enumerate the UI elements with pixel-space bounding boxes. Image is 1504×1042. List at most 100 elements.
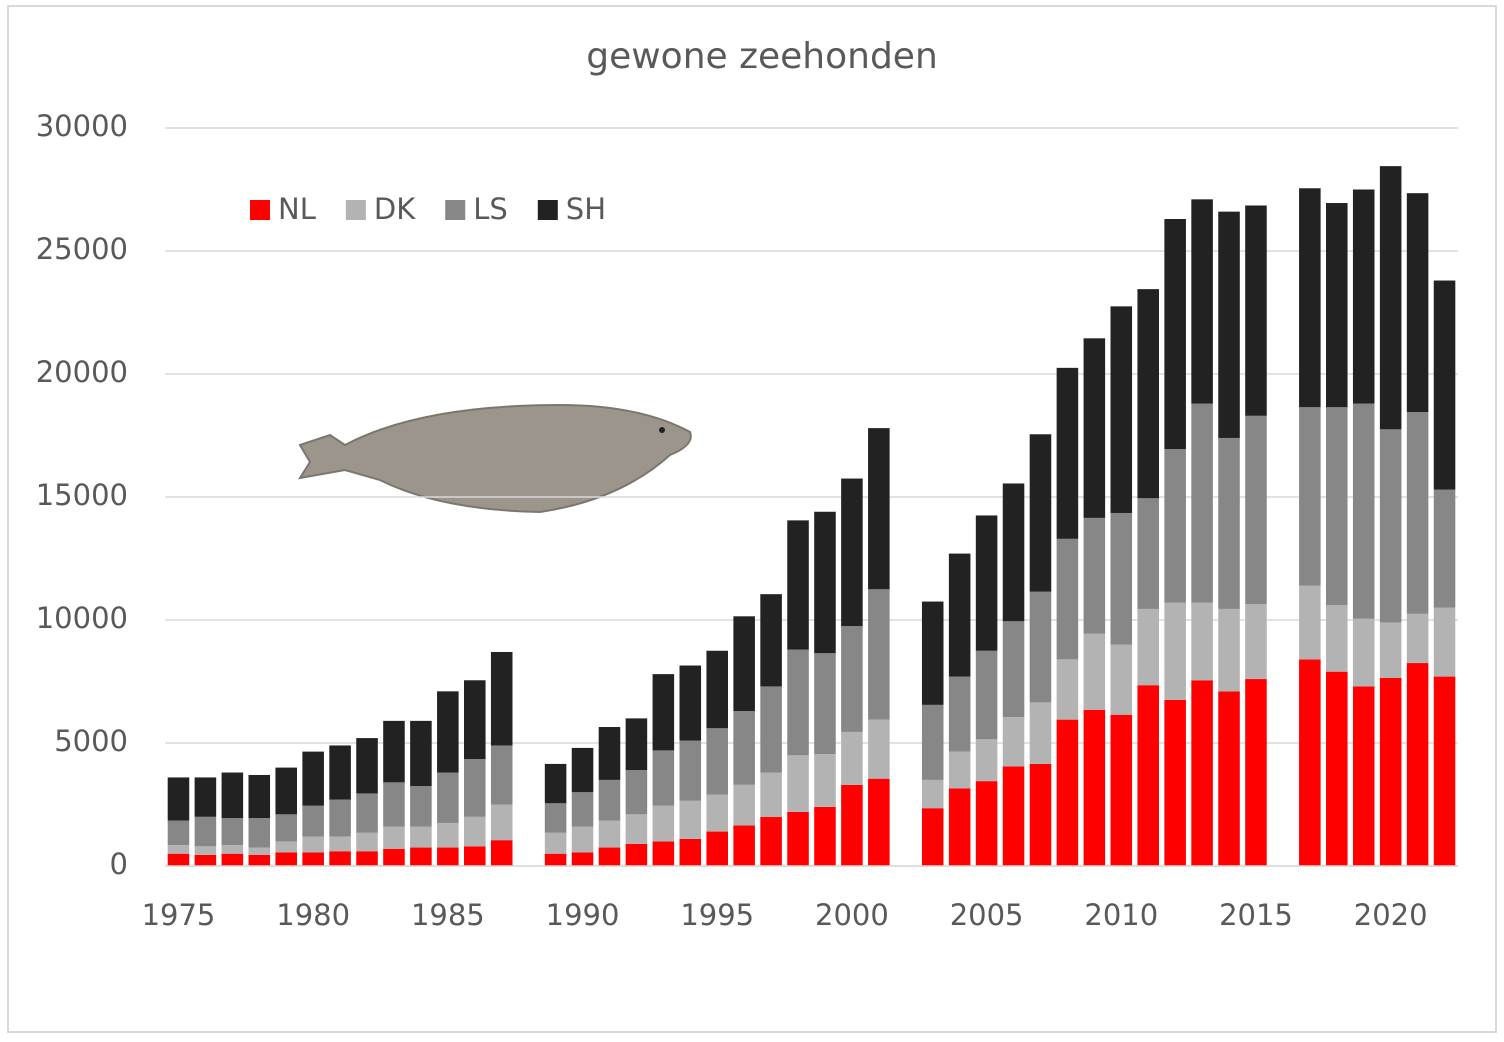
- bar-segment: [1111, 513, 1133, 645]
- y-tick-label: 15000: [36, 478, 128, 512]
- bar-segment: [302, 852, 324, 866]
- bar-segment: [1326, 605, 1348, 671]
- bar-segment: [545, 854, 567, 866]
- bar-segment: [437, 848, 459, 866]
- bar-segment: [329, 800, 351, 837]
- bar-segment: [1434, 608, 1456, 677]
- bar-segment: [1057, 539, 1079, 660]
- bar-segment: [976, 651, 998, 740]
- bar-segment: [680, 666, 702, 741]
- bar-segment: [1380, 622, 1402, 677]
- bar-segment: [275, 768, 297, 815]
- bar-segment: [841, 626, 863, 732]
- bar-segment: [787, 650, 809, 756]
- bar-segment: [976, 781, 998, 866]
- bar-segment: [653, 750, 675, 805]
- bar-segment: [383, 721, 405, 783]
- bar-segment: [1003, 717, 1025, 766]
- x-tick-label: 1995: [680, 898, 754, 932]
- bar-segment: [275, 814, 297, 841]
- bar-segment: [1434, 281, 1456, 490]
- bar-segment: [1003, 483, 1025, 621]
- chart-frame: [8, 6, 1496, 1032]
- bar-segment: [1137, 609, 1159, 685]
- bar-segment: [1407, 412, 1429, 614]
- bar-segment: [572, 748, 594, 792]
- y-tick-label: 20000: [36, 355, 128, 389]
- bar-segment: [1111, 306, 1133, 513]
- bar-segment: [275, 841, 297, 852]
- bar-segment: [599, 727, 621, 780]
- bar-segment: [949, 789, 971, 866]
- bar-segment: [1245, 604, 1267, 679]
- bar-segment: [464, 759, 486, 817]
- bar-segment: [760, 686, 782, 772]
- chart-title: gewone zeehonden: [586, 36, 938, 77]
- bar-segment: [572, 827, 594, 853]
- bar-segment: [437, 773, 459, 823]
- bar-segment: [572, 852, 594, 866]
- x-tick-label: 2005: [950, 898, 1024, 932]
- bar-segment: [1299, 659, 1321, 866]
- chart: gewone zeehonden 05000100001500020000250…: [0, 0, 1504, 1038]
- bar-segment: [1057, 368, 1079, 539]
- x-tick-label: 2010: [1084, 898, 1158, 932]
- bar-segment: [545, 764, 567, 803]
- bar-segment: [760, 817, 782, 866]
- bar-segment: [841, 732, 863, 785]
- bar-segment: [249, 848, 271, 855]
- bar-segment: [383, 849, 405, 866]
- bar-segment: [195, 846, 217, 855]
- bar-segment: [1030, 434, 1052, 591]
- bar-segment: [1353, 404, 1375, 619]
- bar-segment: [976, 739, 998, 781]
- bar-segment: [949, 554, 971, 677]
- bar-segment: [868, 589, 890, 719]
- bar-segment: [1084, 710, 1106, 866]
- bar-segment: [410, 827, 432, 848]
- bar-segment: [195, 777, 217, 816]
- bar-segment: [706, 651, 728, 728]
- bar-segment: [302, 752, 324, 806]
- bar-segment: [1164, 449, 1186, 603]
- bar-segment: [168, 777, 190, 820]
- bar-segment: [491, 652, 513, 745]
- bar-segment: [168, 845, 190, 854]
- x-tick-label: 2020: [1354, 898, 1428, 932]
- bar-segment: [1407, 663, 1429, 866]
- bar-segment: [599, 820, 621, 847]
- bar-segment: [599, 780, 621, 821]
- bar-segment: [1380, 429, 1402, 622]
- bar-segment: [195, 855, 217, 866]
- bar-segment: [922, 705, 944, 780]
- bar-segment: [1353, 686, 1375, 866]
- bar-segment: [1245, 205, 1267, 415]
- bar-segment: [706, 728, 728, 794]
- bar-segment: [1299, 586, 1321, 660]
- bar-segment: [249, 818, 271, 848]
- bar-segment: [626, 770, 648, 814]
- y-tick-label: 30000: [36, 109, 128, 143]
- legend-swatch: [538, 200, 558, 220]
- bar-segment: [814, 653, 836, 754]
- bar-segment: [1191, 603, 1213, 680]
- bar-segment: [653, 841, 675, 866]
- bar-segment: [1137, 498, 1159, 609]
- bar-segment: [680, 801, 702, 839]
- bar-segment: [922, 780, 944, 808]
- bar-segment: [545, 833, 567, 854]
- bar-segment: [680, 839, 702, 866]
- legend-label: DK: [374, 192, 416, 226]
- bar-segment: [706, 795, 728, 832]
- bar-segment: [814, 807, 836, 866]
- bar-segment: [1380, 166, 1402, 429]
- bar-segment: [706, 832, 728, 866]
- bar-segment: [1030, 702, 1052, 764]
- bar-segment: [1164, 219, 1186, 449]
- bar-segment: [302, 836, 324, 852]
- bar-segment: [1218, 438, 1240, 609]
- legend-swatch: [346, 200, 366, 220]
- legend-swatch: [250, 200, 270, 220]
- bar-segment: [222, 854, 244, 866]
- bar-segment: [1191, 680, 1213, 866]
